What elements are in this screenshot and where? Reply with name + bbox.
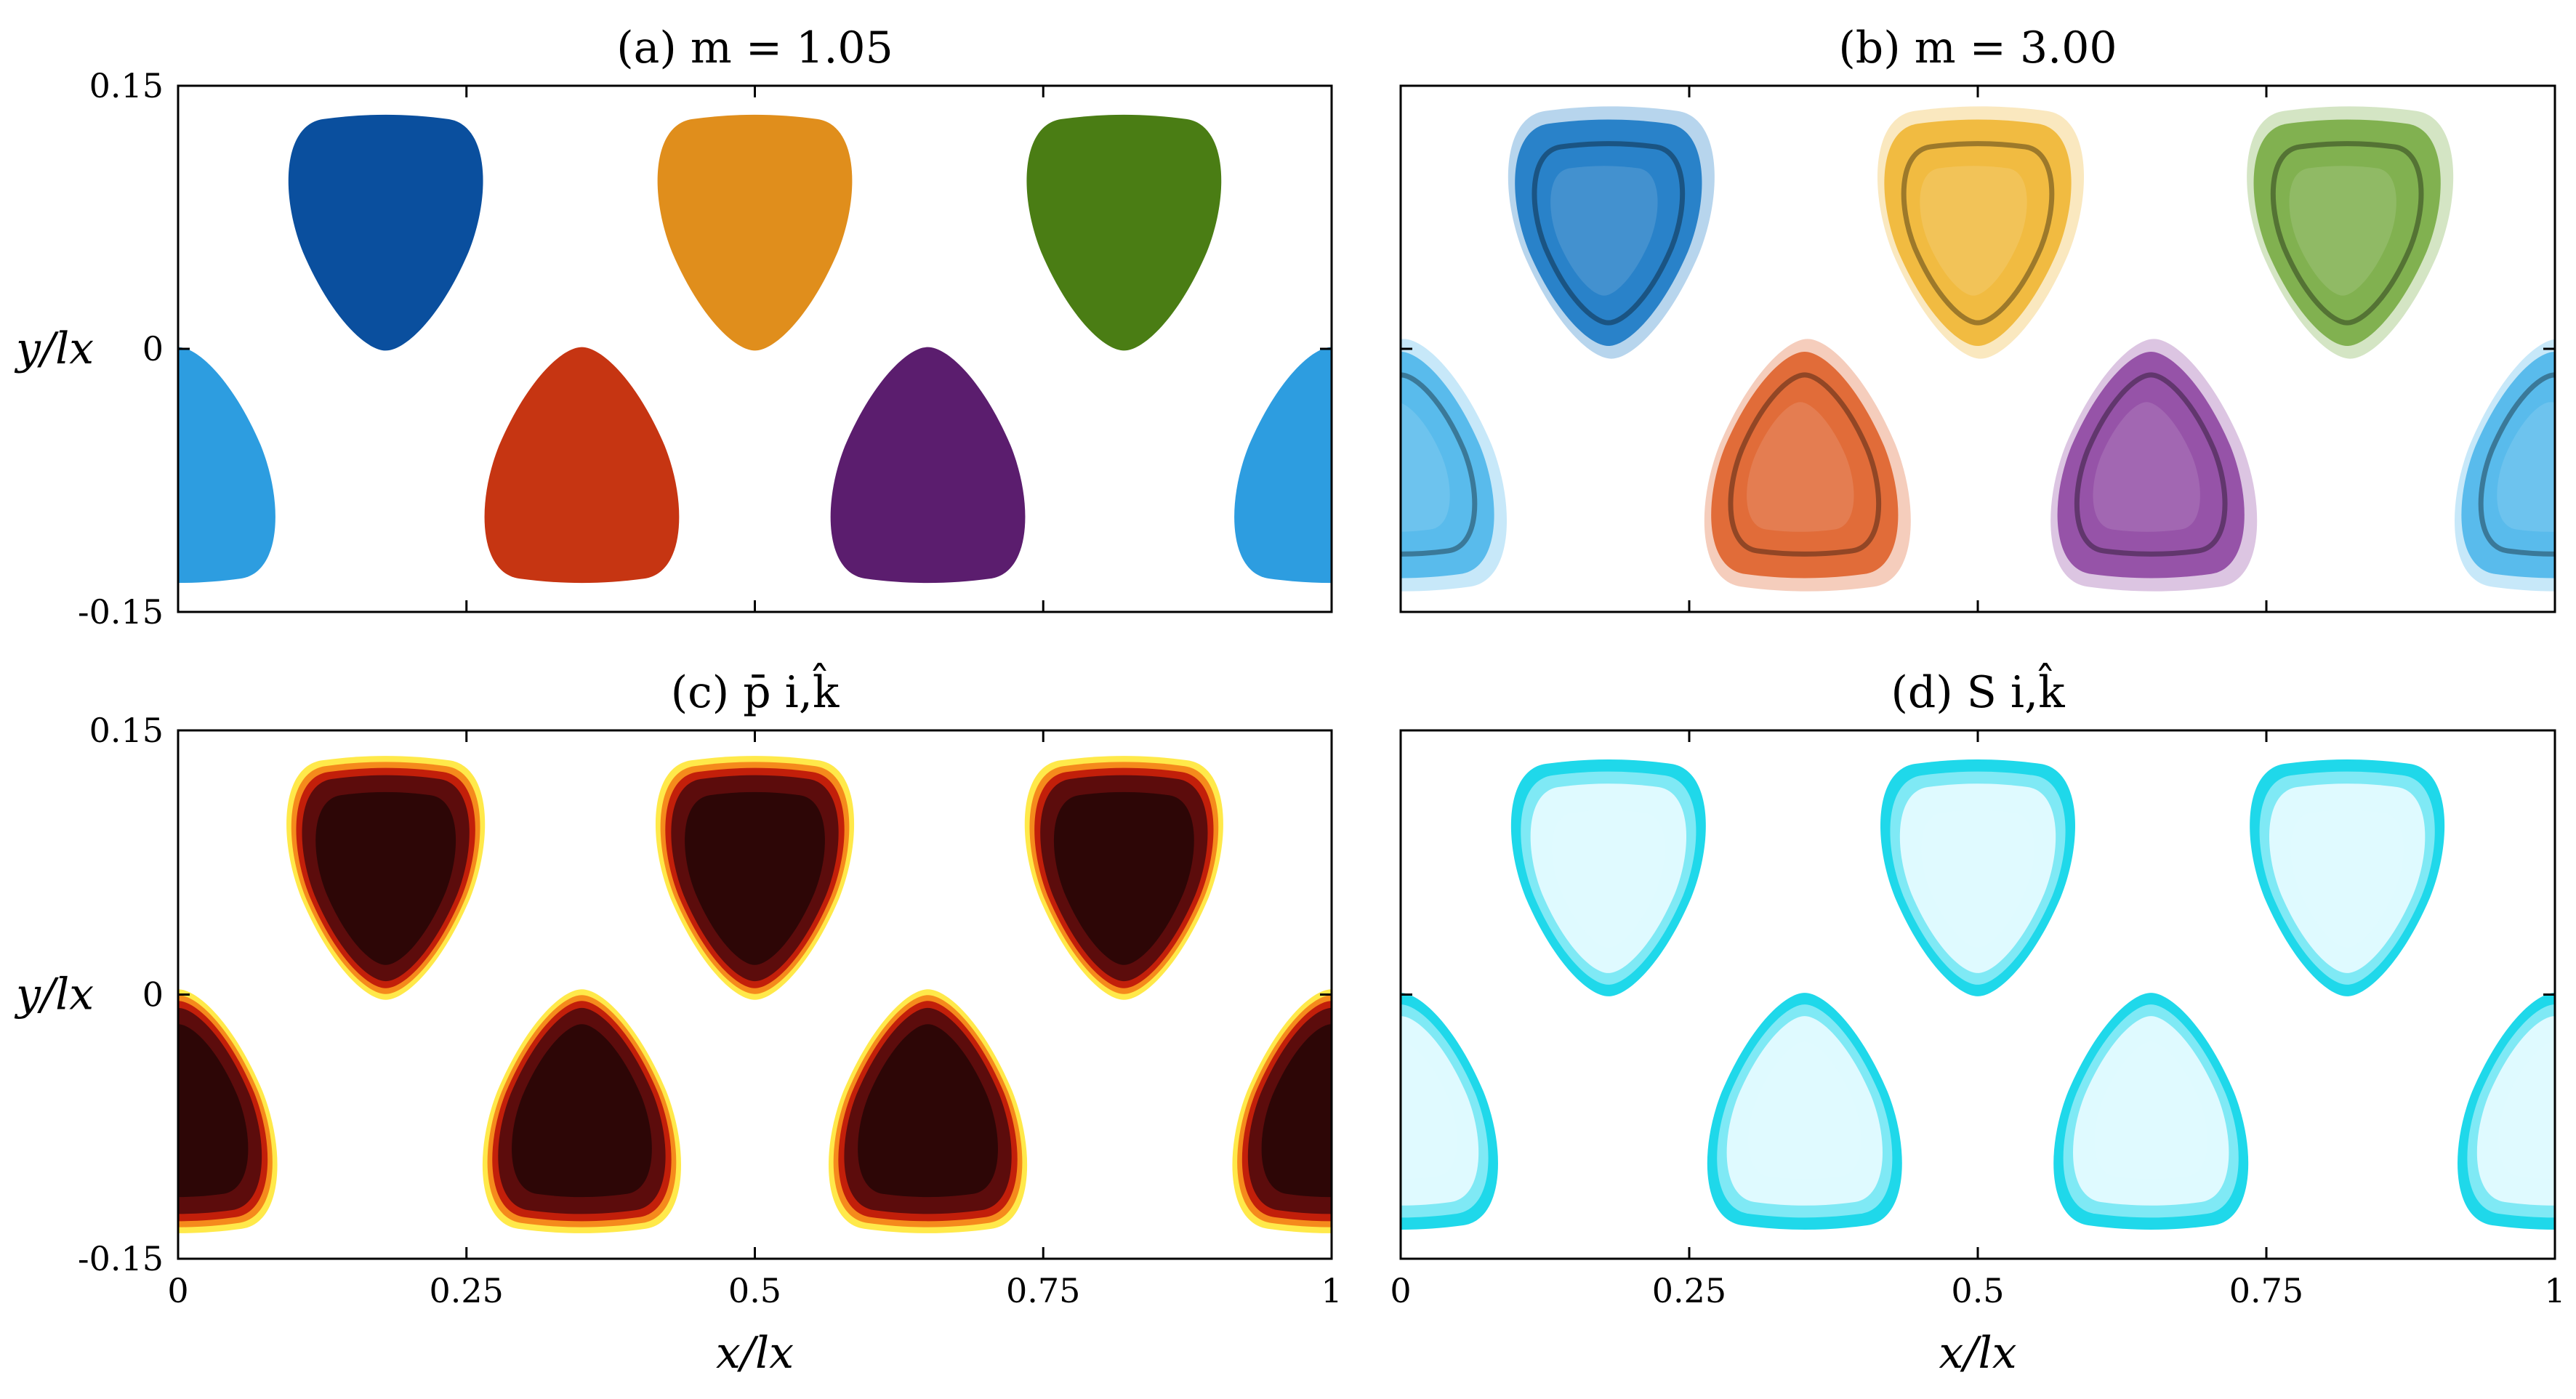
cell-red (484, 347, 680, 584)
cell-light-blue-right (1234, 347, 1332, 584)
panel-title: (c) p̄ i,k̂ (671, 663, 840, 718)
x-axis-label: x/lx (1939, 1328, 2016, 1379)
cell-red (1704, 339, 1911, 592)
cell-purple (2050, 339, 2258, 592)
cell-blue-dark (1508, 106, 1715, 359)
prob-cell-3 (482, 989, 682, 1233)
x-tick-label: 0 (167, 1271, 188, 1310)
prob-cell-4 (828, 989, 1028, 1233)
prob-cell-0 (286, 756, 486, 1000)
y-tick-label: 0.15 (89, 711, 164, 750)
entropy-cell-2 (2250, 759, 2445, 996)
y-tick-label: -0.15 (78, 592, 164, 632)
cells (1401, 759, 2555, 1230)
x-tick-label: 0.75 (1006, 1271, 1080, 1310)
panel-title: (a) m = 1.05 (616, 23, 893, 73)
prob-cell-1 (655, 756, 855, 1000)
cell-blue-dark (288, 114, 483, 351)
panel-title: (b) m = 3.00 (1838, 23, 2117, 73)
cells (178, 756, 1332, 1233)
cell-light-blue-right (2455, 339, 2555, 592)
entropy-cell-3 (1707, 993, 1902, 1230)
x-tick-label: 0.5 (728, 1271, 781, 1310)
prob-cell-6 (1232, 989, 1332, 1233)
panel-title: (d) S i,k̂ (1891, 663, 2065, 718)
cell-purple (830, 347, 1026, 584)
panel-a: 0.15 0 -0.15 (a) m = 1.05 y/lx (14, 23, 1333, 632)
y-axis-label: y/lx (14, 323, 94, 374)
y-axis-label: y/lx (14, 969, 94, 1020)
panel-b: (b) m = 3.00 (1399, 23, 2556, 613)
x-tick-label: 0.5 (1951, 1271, 2004, 1310)
entropy-cell-5 (1401, 993, 1498, 1230)
entropy-cell-0 (1510, 759, 1706, 996)
cells (178, 114, 1332, 584)
entropy-cell-4 (2053, 993, 2249, 1230)
cells (1401, 106, 2555, 592)
cell-green (1026, 114, 1222, 351)
cell-light-blue-left (178, 347, 275, 584)
cell-light-blue-left (1401, 339, 1507, 592)
y-tick-label: -0.15 (78, 1239, 164, 1278)
y-tick-label: 0.15 (89, 66, 164, 105)
x-tick-label: 0 (1390, 1271, 1411, 1310)
entropy-cell-6 (2458, 993, 2555, 1230)
cell-orange (657, 114, 853, 351)
x-tick-label: 1 (2544, 1271, 2565, 1310)
x-tick-label: 1 (1321, 1271, 1342, 1310)
x-tick-label: 0.25 (430, 1271, 504, 1310)
cell-orange (1877, 106, 2085, 359)
cell-green (2247, 106, 2454, 359)
prob-cell-5 (178, 989, 278, 1233)
panel-d: 0 0.25 0.5 0.75 1 (d) S i,k̂ x/lx (1390, 663, 2565, 1379)
panel-c: 0 0.25 0.5 0.75 10.150-0.15(c) p̄ i,k̂y/lxx/… (14, 663, 1343, 1379)
y-tick-label: 0 (142, 975, 164, 1015)
entropy-cell-1 (1880, 759, 2075, 996)
prob-cell-2 (1024, 756, 1223, 1000)
x-axis-label: x/lx (716, 1328, 794, 1379)
x-tick-label: 0.75 (2229, 1271, 2303, 1310)
y-tick-label: 0 (142, 329, 164, 368)
x-tick-label: 0.25 (1652, 1271, 1726, 1310)
